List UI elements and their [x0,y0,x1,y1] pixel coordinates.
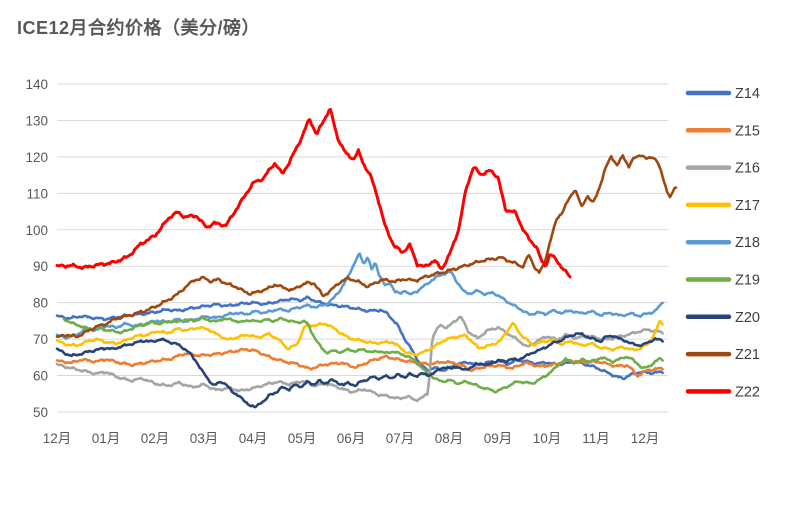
y-axis-labels: 50 60 70 80 90 100 110 120 130 140 [25,77,48,420]
y-tick-label: 70 [33,332,48,347]
x-tick-label: 12月 [631,431,660,446]
x-tick-label: 03月 [190,431,219,446]
legend-item-Z16: Z16 [685,161,760,177]
gridlines [57,83,668,413]
y-tick-label: 50 [33,405,48,420]
legend-item-Z19: Z19 [685,273,760,289]
x-tick-label: 07月 [386,431,415,446]
legend-label-Z17: Z17 [735,198,760,214]
legend-item-Z14: Z14 [685,86,760,102]
x-tick-label: 04月 [239,431,268,446]
series-line-Z22 [55,107,572,279]
x-tick-label: 06月 [337,431,366,446]
y-tick-label: 140 [25,77,48,92]
legend-label-Z22: Z22 [735,384,760,400]
legend-label-Z15: Z15 [735,123,760,139]
y-tick-label: 80 [33,296,48,311]
chart-legend: Z14 Z15 Z16 Z17 Z18 Z19 Z20 Z21 Z22 [685,86,760,400]
series-line-Z17 [55,319,664,357]
legend-label-Z21: Z21 [735,347,760,363]
x-tick-label: 10月 [533,431,562,446]
legend-item-Z20: Z20 [685,310,760,326]
series-line-Z18 [55,252,664,340]
x-tick-label: 09月 [484,431,513,446]
y-tick-label: 100 [25,223,48,238]
legend-item-Z21: Z21 [685,347,760,363]
y-tick-label: 60 [33,369,48,384]
x-axis-labels: 12月 01月 02月 03月 04月 05月 06月 07月 08月 09月 10月 11月 12月 [43,431,660,446]
legend-label-Z19: Z19 [735,273,760,289]
x-tick-label: 05月 [288,431,317,446]
legend-label-Z16: Z16 [735,161,760,177]
y-tick-label: 130 [25,113,48,128]
chart-title: ICE12月合约价格（美分/磅） [17,18,261,38]
legend-item-Z15: Z15 [685,123,760,139]
x-tick-label: 11月 [582,431,610,446]
legend-label-Z20: Z20 [735,310,760,326]
series-line-Z16 [55,315,664,403]
series-lines [55,107,678,409]
y-tick-label: 110 [26,186,48,201]
series-line-Z21 [55,154,678,339]
legend-item-Z18: Z18 [685,235,760,251]
legend-label-Z18: Z18 [735,235,760,251]
legend-item-Z22: Z22 [685,384,760,400]
series-line-Z20 [55,332,664,409]
legend-item-Z17: Z17 [685,198,760,214]
y-tick-label: 120 [25,150,48,165]
x-tick-label: 08月 [435,431,464,446]
y-tick-label: 90 [33,259,48,274]
x-tick-label: 01月 [92,431,121,446]
series-line-Z19 [63,316,664,394]
x-tick-label: 02月 [141,431,170,446]
legend-label-Z14: Z14 [735,86,760,102]
x-tick-label: 12月 [43,431,72,446]
